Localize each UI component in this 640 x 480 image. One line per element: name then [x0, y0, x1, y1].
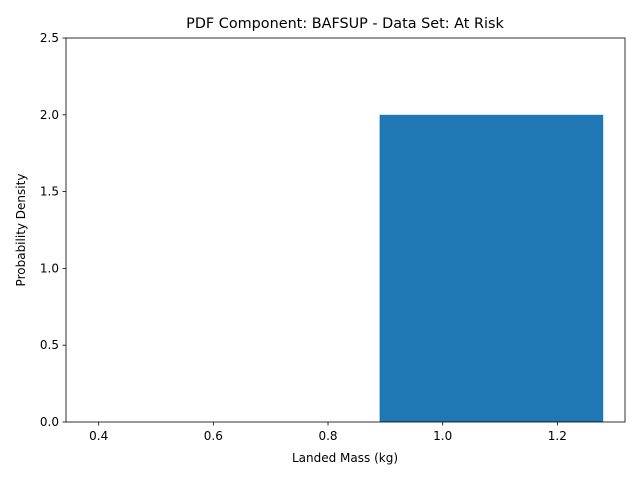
y-axis-label: Probability Density	[14, 174, 28, 287]
y-tick-label: 0.5	[40, 338, 59, 352]
y-tick-label: 2.5	[40, 31, 59, 45]
x-tick-label: 1.2	[548, 429, 567, 443]
x-tick-label: 0.8	[318, 429, 337, 443]
chart-title: PDF Component: BAFSUP - Data Set: At Ris…	[186, 16, 504, 32]
y-tick-label: 0.0	[40, 415, 59, 429]
bar	[379, 114, 604, 423]
y-tick-label: 2.0	[40, 108, 59, 122]
x-axis-label: Landed Mass (kg)	[292, 451, 398, 465]
y-tick-label: 1.5	[40, 185, 59, 199]
x-tick-label: 1.0	[433, 429, 452, 443]
plot-frame	[65, 37, 626, 423]
x-tick-label: 0.4	[89, 429, 108, 443]
y-tick-label: 1.0	[40, 261, 59, 275]
x-tick-label: 0.6	[204, 429, 223, 443]
